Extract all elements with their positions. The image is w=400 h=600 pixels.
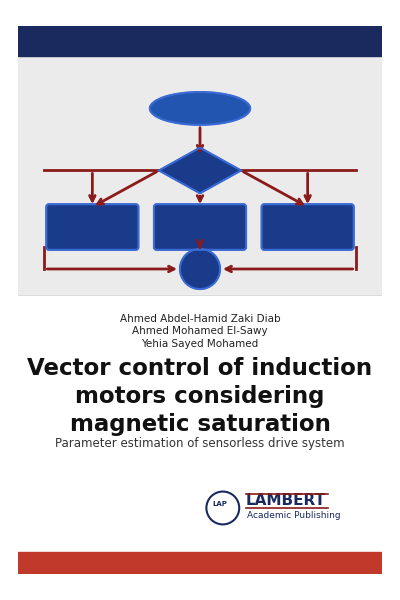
Text: Parameter estimation of sensorless drive system: Parameter estimation of sensorless drive… — [55, 437, 345, 450]
Text: LAP: LAP — [213, 502, 228, 508]
Polygon shape — [159, 148, 241, 193]
Bar — [18, 26, 382, 56]
Text: LAMBERT: LAMBERT — [246, 493, 326, 508]
FancyBboxPatch shape — [262, 204, 354, 250]
Text: Ahmed Mohamed El-Sawy: Ahmed Mohamed El-Sawy — [132, 326, 268, 337]
Text: Yehia Sayed Mohamed: Yehia Sayed Mohamed — [141, 339, 259, 349]
Bar — [18, 295, 382, 552]
Bar — [18, 56, 382, 295]
FancyBboxPatch shape — [46, 204, 138, 250]
Text: Vector control of induction
motors considering
magnetic saturation: Vector control of induction motors consi… — [28, 356, 372, 436]
Text: Academic Publishing: Academic Publishing — [248, 511, 341, 520]
Text: Ahmed Abdel-Hamid Zaki Diab: Ahmed Abdel-Hamid Zaki Diab — [120, 314, 280, 323]
FancyBboxPatch shape — [154, 204, 246, 250]
Bar — [18, 552, 382, 574]
Ellipse shape — [150, 92, 250, 125]
Circle shape — [180, 249, 220, 289]
